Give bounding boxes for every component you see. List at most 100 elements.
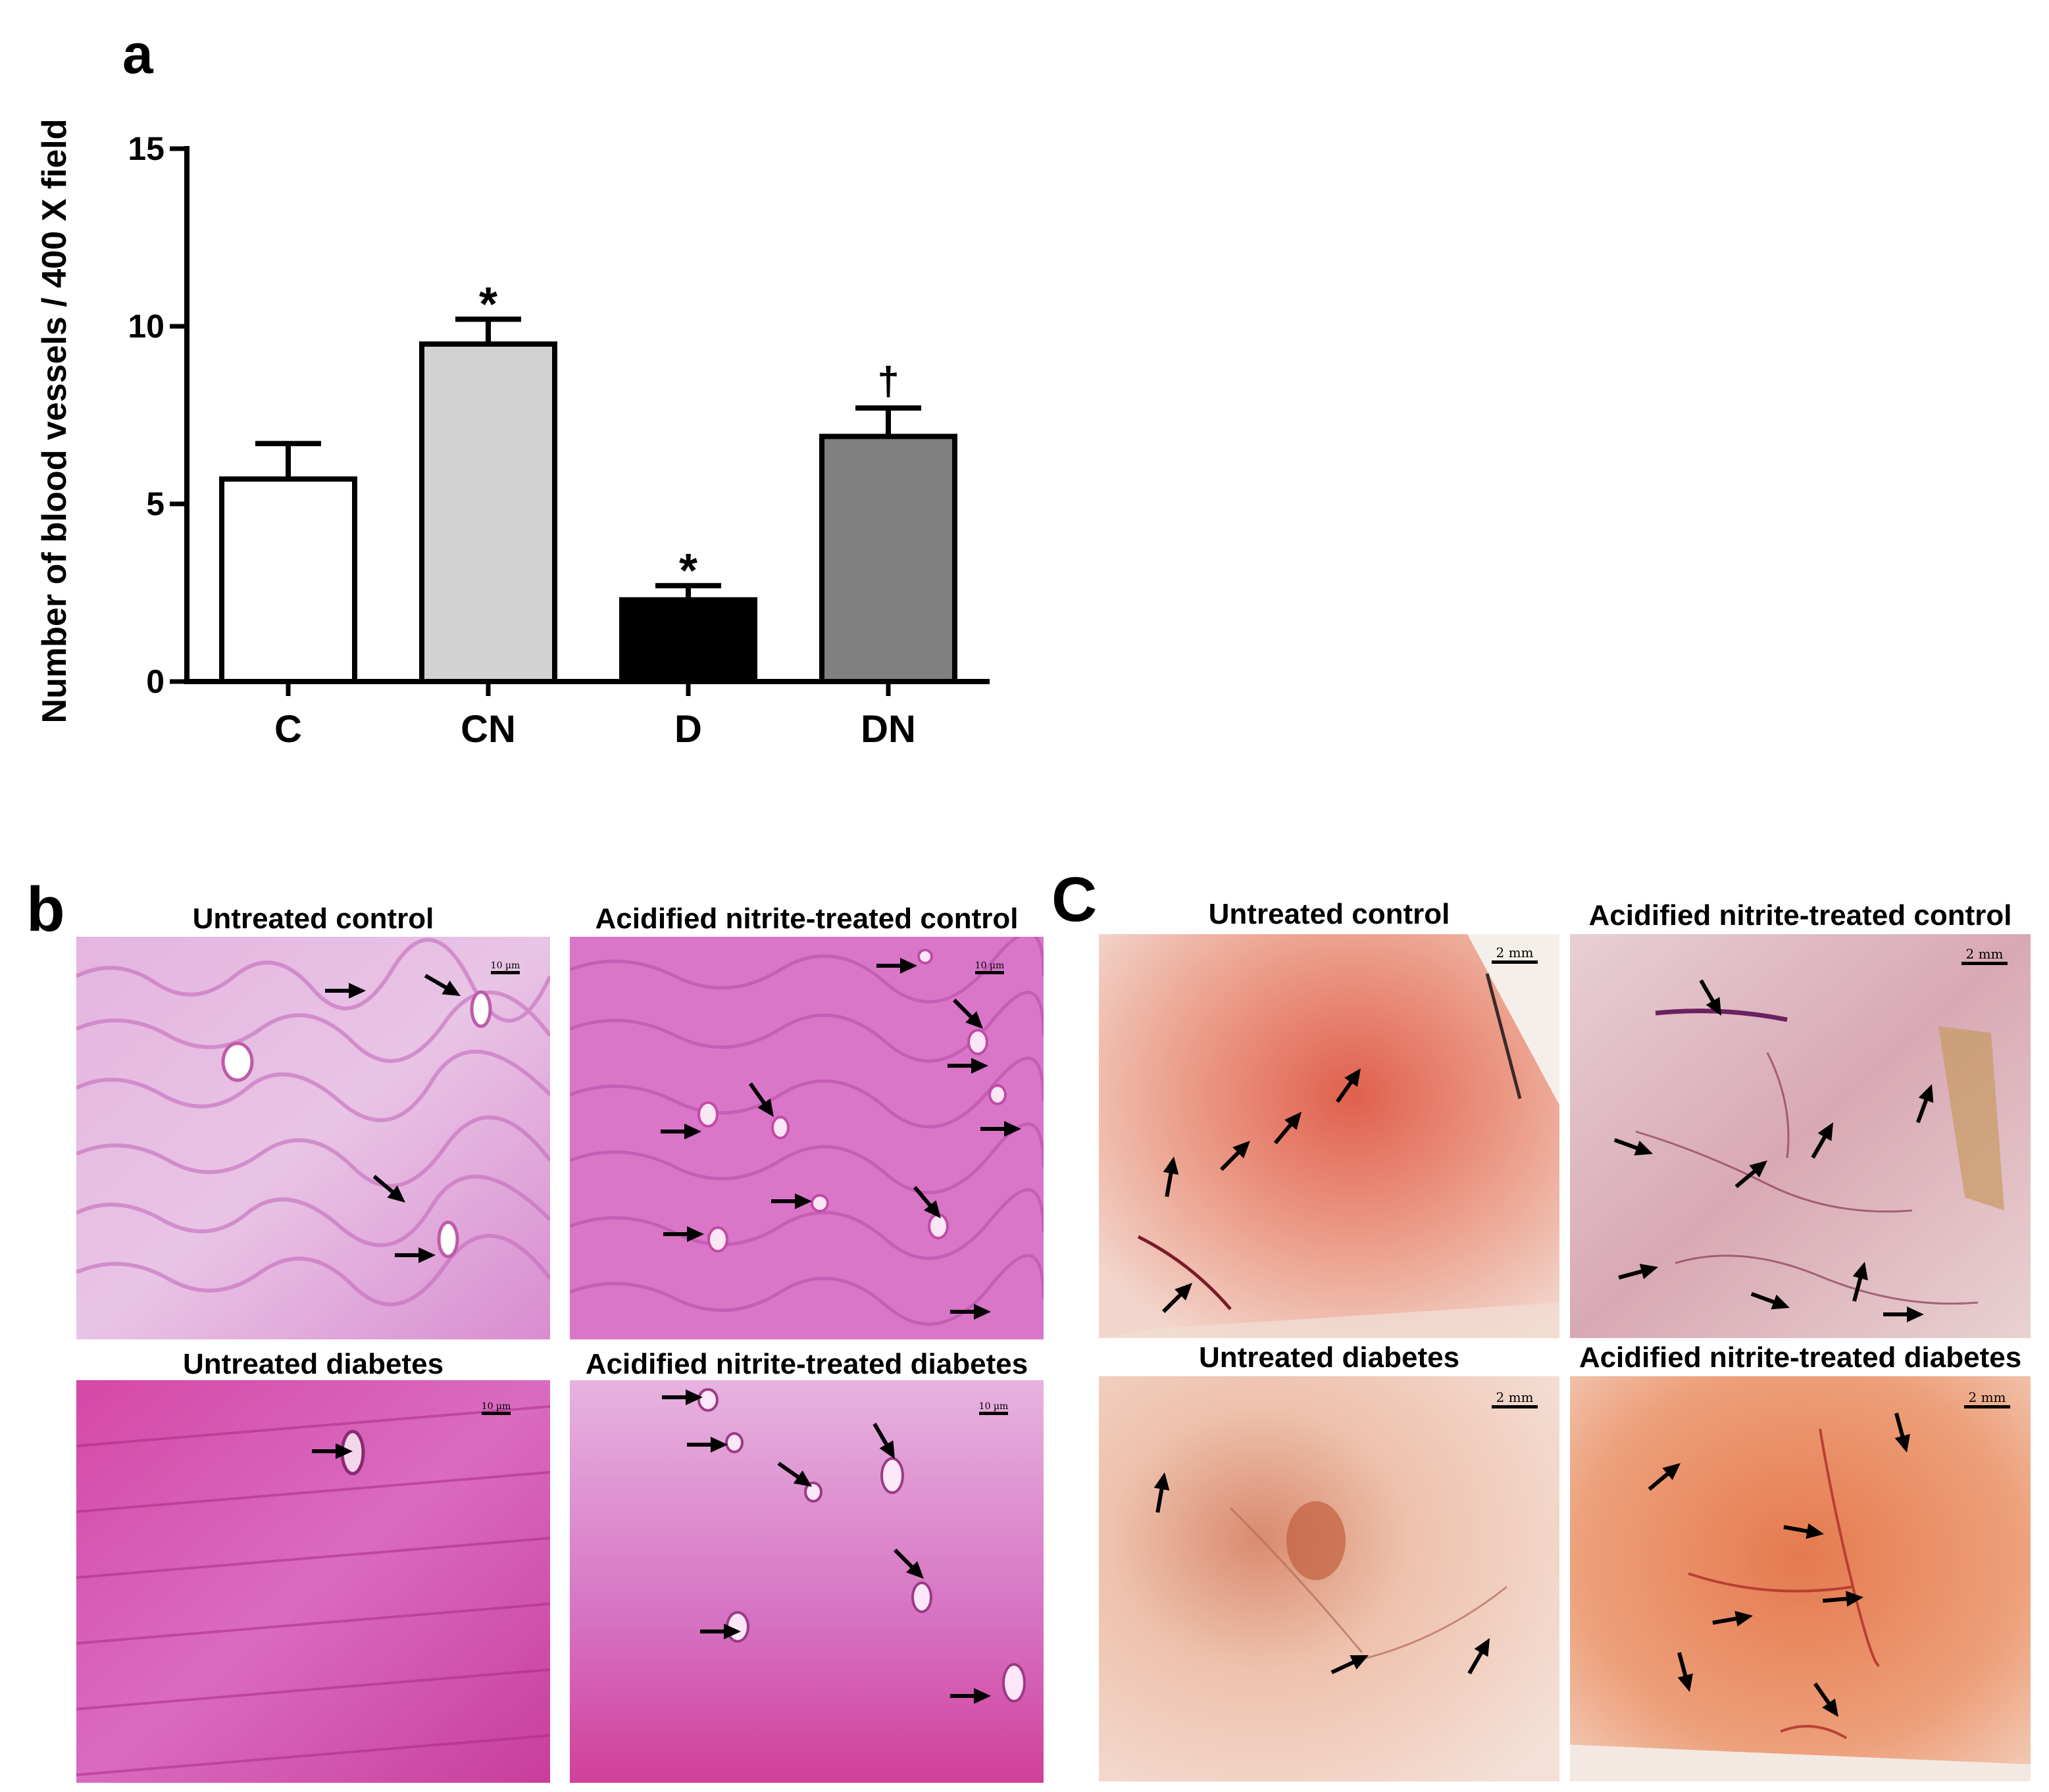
scale-bar-b3: 10 µm	[476, 1401, 516, 1416]
arrow-marker-44	[1677, 1652, 1693, 1692]
arrow-marker-5	[953, 999, 983, 1029]
arrow-head-39	[1662, 1463, 1681, 1480]
arrow-shaft-25	[1335, 1078, 1355, 1103]
scale-bar-c4: 2 mm	[1961, 1389, 2013, 1410]
arrow-shaft-30	[1613, 1137, 1642, 1151]
arrow-marker-39	[1648, 1463, 1681, 1491]
arrow-shaft-42	[1822, 1596, 1851, 1603]
arrow-marker-27	[1699, 979, 1721, 1016]
wound-photo-treated-diabetes	[1570, 1376, 2031, 1781]
scale-bar-b3-label: 10 µm	[481, 1401, 511, 1412]
scale-bar-b4: 10 µm	[974, 1401, 1013, 1416]
arrow-head-40	[1894, 1433, 1910, 1453]
arrow-shaft-22	[1165, 1169, 1174, 1197]
panel-b-letter: b	[26, 874, 65, 945]
scale-bar-c4-label: 2 mm	[1968, 1389, 2006, 1405]
arrow-marker-32	[1852, 1262, 1868, 1302]
histology-image-treated-diabetes	[570, 1380, 1044, 1783]
arrow-shaft-20	[894, 1549, 916, 1571]
arrow-head-33	[1639, 1264, 1658, 1280]
arrow-head-5	[965, 1011, 983, 1029]
arrow-shaft-2	[372, 1174, 397, 1196]
panel-a-letter: a	[122, 23, 153, 85]
arrow-shaft-5	[953, 999, 975, 1021]
arrow-shaft-18	[873, 1422, 890, 1449]
arrow-marker-30	[1613, 1137, 1653, 1156]
arrow-head-14	[336, 1443, 353, 1459]
bar-chart: 0 5 10 15 C CN * D * DN † Number of blood vessels…	[36, 119, 990, 751]
arrow-marker-40	[1894, 1412, 1910, 1453]
bar-DN	[819, 434, 957, 685]
arrow-marker-16	[687, 1437, 728, 1453]
x-tick-label-C: C	[274, 708, 302, 751]
arrow-head-2	[387, 1185, 405, 1203]
arrow-head-29	[1918, 1084, 1934, 1103]
arrow-head-6	[971, 1058, 988, 1074]
arrow-head-31	[1749, 1160, 1767, 1178]
arrow-marker-41	[1783, 1523, 1824, 1539]
arrow-head-7	[1004, 1121, 1021, 1137]
histology-image-untreated-diabetes	[76, 1380, 550, 1783]
arrow-marker-18	[873, 1422, 895, 1459]
arrow-marker-3	[395, 1247, 436, 1263]
arrow-shaft-24	[1273, 1120, 1295, 1145]
panel-c-title-4: Acidified nitrite-treated diabetes	[1579, 1341, 2022, 1374]
arrow-marker-21	[950, 1688, 991, 1704]
arrow-head-12	[924, 1200, 941, 1218]
arrow-shaft-39	[1648, 1470, 1672, 1491]
arrow-shaft-43	[1712, 1616, 1740, 1625]
panel-b-title-4: Acidified nitrite-treated diabetes	[585, 1348, 1028, 1380]
arrow-marker-42	[1822, 1591, 1863, 1607]
arrow-shaft-45	[1813, 1682, 1833, 1708]
arrow-shaft-31	[1734, 1167, 1759, 1189]
arrow-marker-25	[1335, 1068, 1361, 1103]
arrow-marker-14	[312, 1443, 353, 1459]
arrow-head-8	[684, 1124, 701, 1139]
arrow-head-11	[687, 1226, 704, 1242]
arrow-head-34	[1771, 1294, 1790, 1310]
arrow-head-42	[1846, 1591, 1863, 1607]
panel-b-title-2: Acidified nitrite-treated control	[595, 903, 1019, 935]
arrow-marker-37	[1330, 1655, 1369, 1674]
arrow-head-43	[1734, 1610, 1753, 1627]
scale-bar-c2: 2 mm	[1958, 946, 2011, 966]
arrow-marker-28	[1811, 1122, 1833, 1159]
histology-image-treated-control	[570, 937, 1044, 1339]
arrow-marker-31	[1734, 1160, 1767, 1189]
arrow-marker-15	[662, 1389, 703, 1405]
significance-marker-D: *	[679, 545, 697, 597]
arrow-shaft-9	[748, 1082, 768, 1108]
arrow-marker-7	[980, 1121, 1021, 1137]
arrow-head-4	[900, 958, 917, 974]
wound-photo-untreated-control	[1099, 934, 1559, 1338]
arrow-head-20	[906, 1561, 924, 1579]
arrow-shaft-41	[1783, 1525, 1811, 1534]
arrow-marker-23	[1220, 1141, 1250, 1171]
arrow-head-10	[795, 1193, 812, 1209]
arrow-shaft-34	[1750, 1291, 1779, 1305]
scale-bar-c2-label: 2 mm	[1965, 946, 2004, 962]
arrow-shaft-29	[1915, 1095, 1929, 1124]
scale-bar-b2-label: 10 µm	[974, 960, 1005, 971]
arrow-head-28	[1817, 1122, 1833, 1141]
arrow-marker-10	[771, 1193, 812, 1209]
arrow-marker-9	[748, 1082, 774, 1117]
bar-D	[619, 597, 757, 684]
arrow-head-15	[686, 1389, 703, 1405]
arrow-head-45	[1822, 1698, 1838, 1717]
arrow-marker-8	[661, 1124, 701, 1139]
arrow-marker-26	[1162, 1283, 1192, 1313]
arrow-head-36	[1153, 1472, 1170, 1491]
arrow-head-26	[1175, 1283, 1192, 1301]
arrow-head-24	[1284, 1112, 1302, 1130]
arrow-head-32	[1852, 1262, 1868, 1281]
arrow-head-19	[724, 1624, 741, 1639]
wound-photo-untreated-diabetes	[1099, 1376, 1559, 1781]
arrow-marker-11	[663, 1226, 704, 1242]
arrow-head-44	[1677, 1673, 1693, 1692]
scale-bar-c1: 2 mm	[1488, 945, 1541, 965]
arrow-head-0	[442, 980, 461, 996]
scale-bar-c3-label: 2 mm	[1496, 1389, 1534, 1405]
arrow-head-25	[1344, 1068, 1361, 1087]
